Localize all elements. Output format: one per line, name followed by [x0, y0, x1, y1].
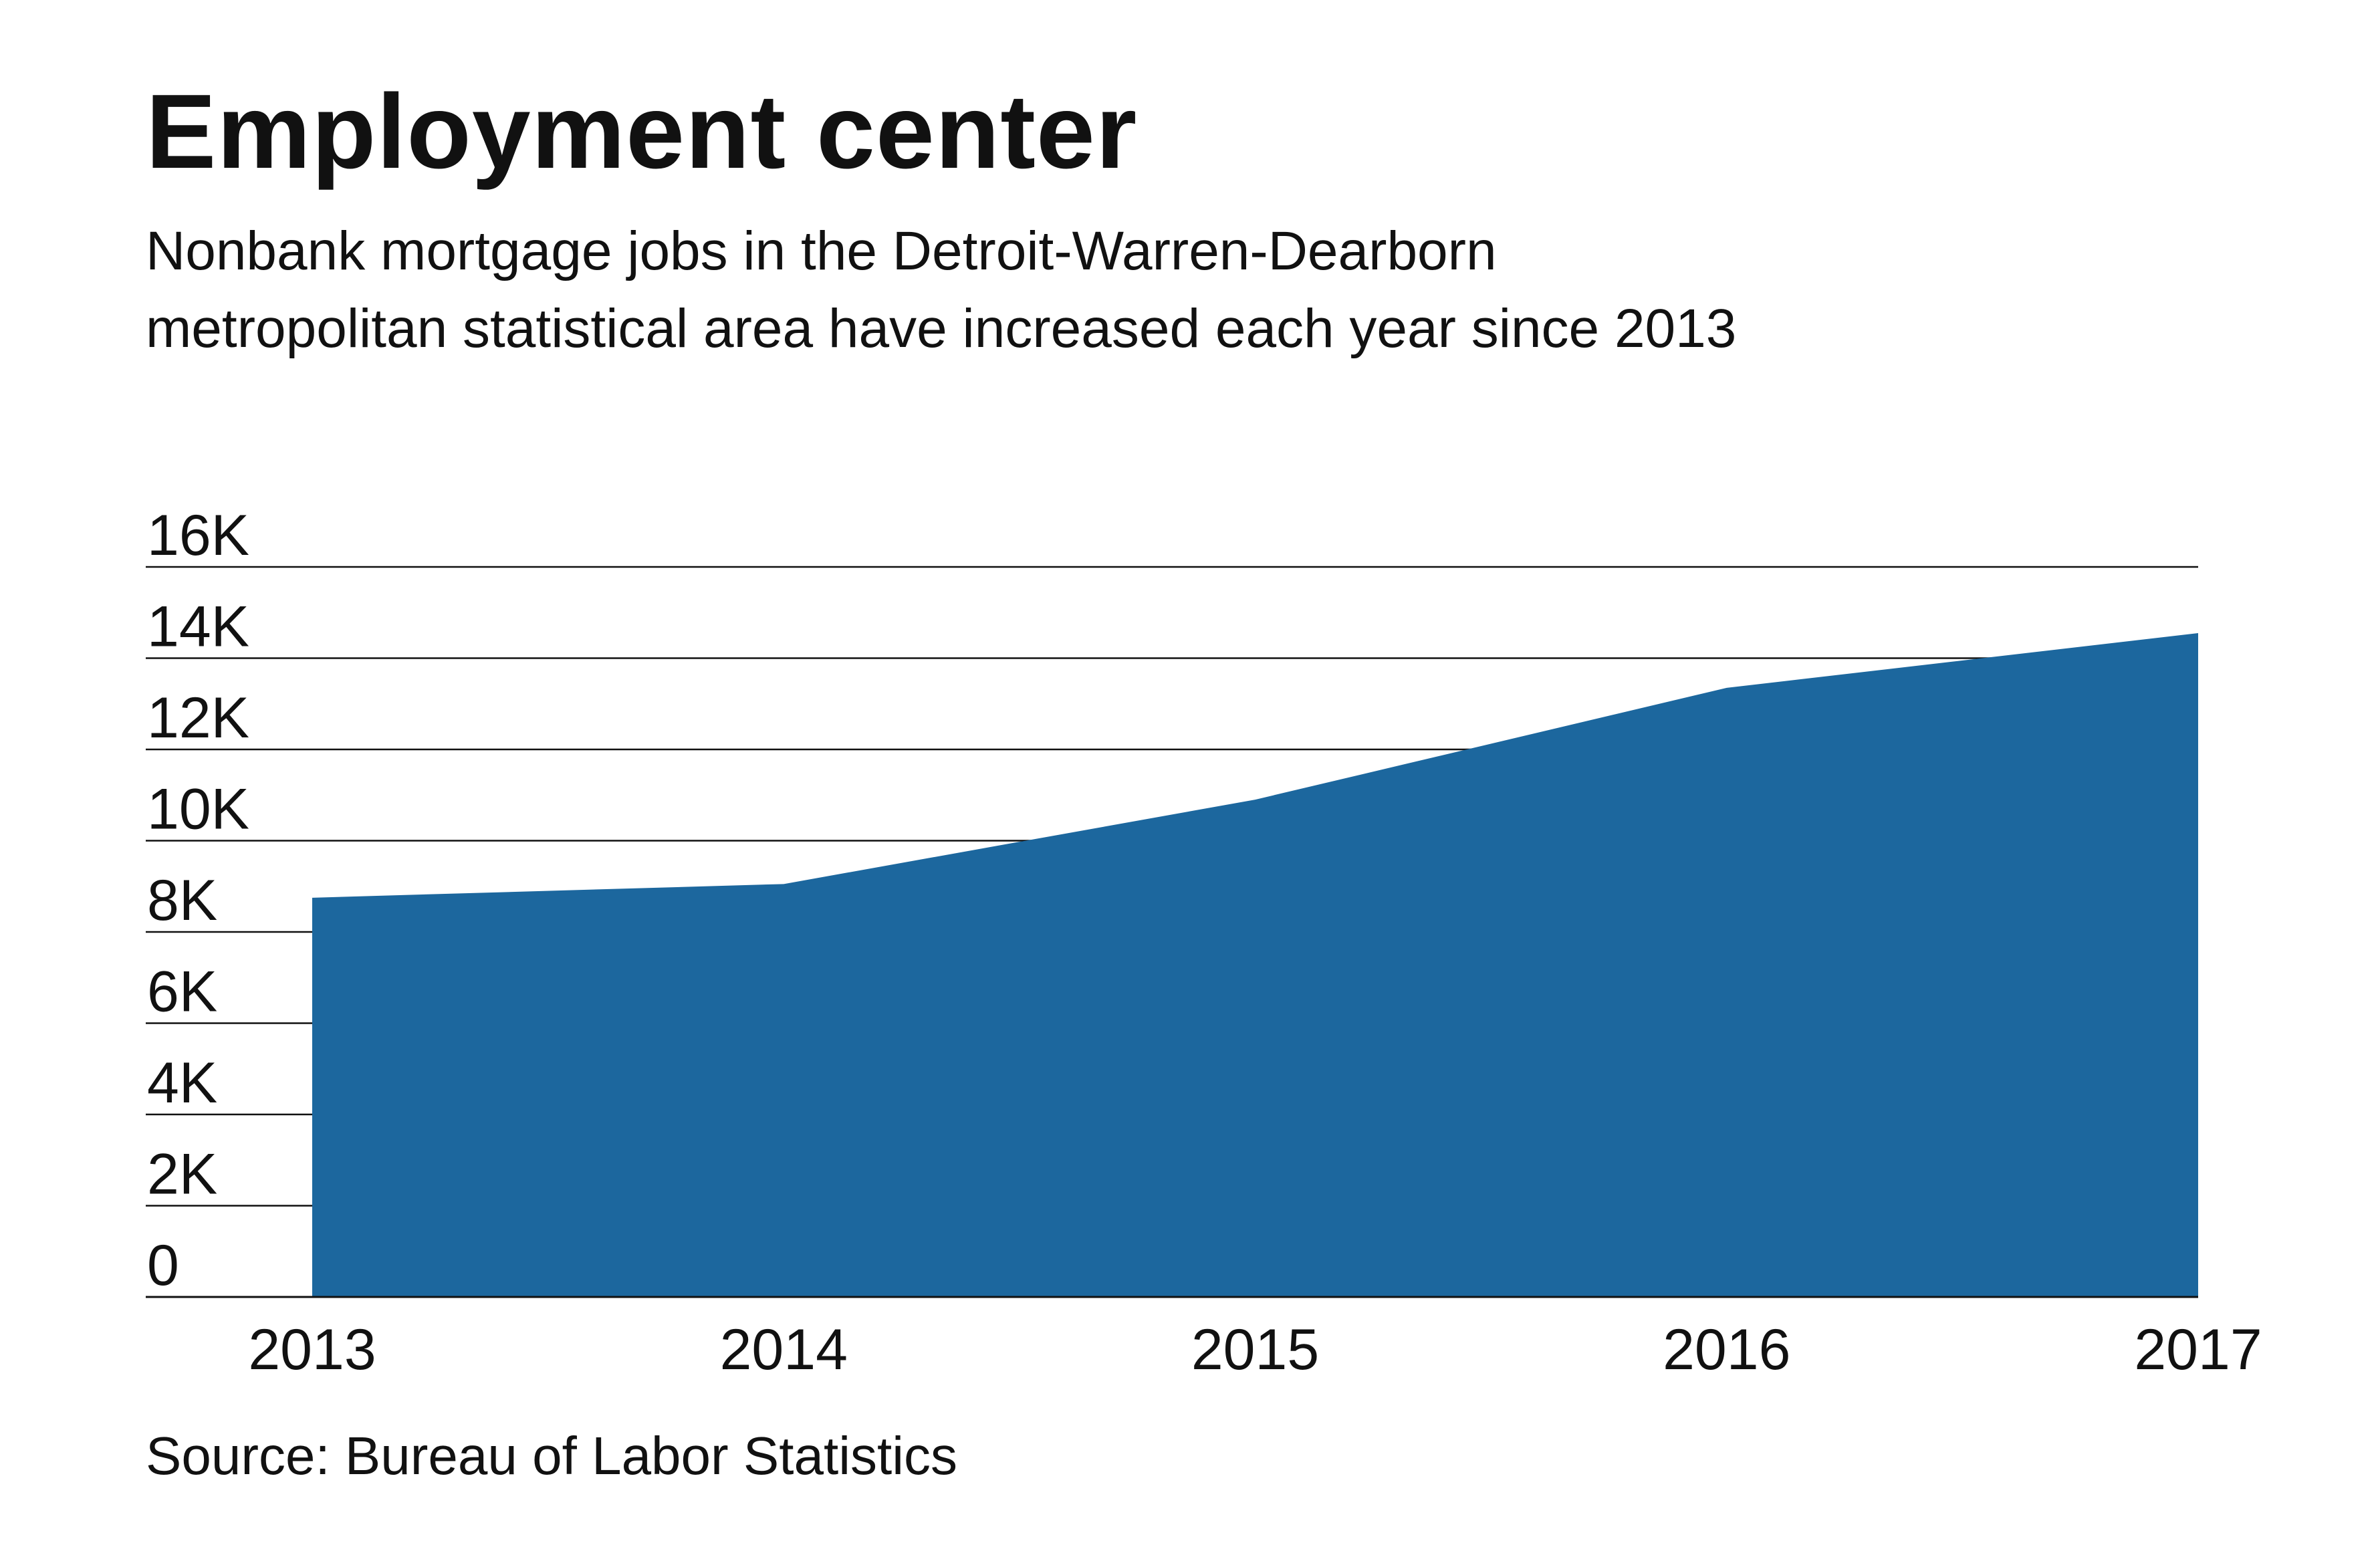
y-tick-label-14K: 14K — [147, 595, 249, 659]
area-series — [146, 632, 2198, 1298]
x-tick-label-2015: 2015 — [1191, 1318, 1319, 1382]
y-tick-label-16K: 16K — [147, 503, 249, 568]
y-tick-label-2K: 2K — [147, 1143, 217, 1207]
subtitle-line-2: metropolitan statistical area have incre… — [146, 298, 1737, 359]
x-tick-label-2017: 2017 — [2134, 1318, 2262, 1382]
x-tick-label-2016: 2016 — [1663, 1318, 1790, 1382]
chart-subtitle: Nonbank mortgage jobs in the Detroit-War… — [146, 213, 2285, 368]
y-tick-label-10K: 10K — [147, 778, 249, 842]
y-tick-label-0: 0 — [147, 1233, 179, 1298]
x-axis-tick-labels: 2013 2014 2015 2016 2017 — [248, 1318, 2262, 1382]
area-fill — [312, 632, 2198, 1297]
source-note: Source: Bureau of Labor Statistics — [146, 1426, 957, 1485]
subtitle-line-1: Nonbank mortgage jobs in the Detroit-War… — [146, 221, 1497, 281]
y-axis-tick-labels: 0 2K 4K 6K 8K 10K 12K 14K 16K — [147, 503, 249, 1298]
x-tick-label-2014: 2014 — [720, 1318, 848, 1382]
chart-title: Employment center — [146, 73, 1138, 191]
y-tick-label-12K: 12K — [147, 686, 249, 750]
y-tick-label-4K: 4K — [147, 1051, 217, 1115]
y-tick-label-6K: 6K — [147, 960, 217, 1024]
x-tick-label-2013: 2013 — [248, 1318, 376, 1382]
y-tick-label-8K: 8K — [147, 868, 217, 933]
